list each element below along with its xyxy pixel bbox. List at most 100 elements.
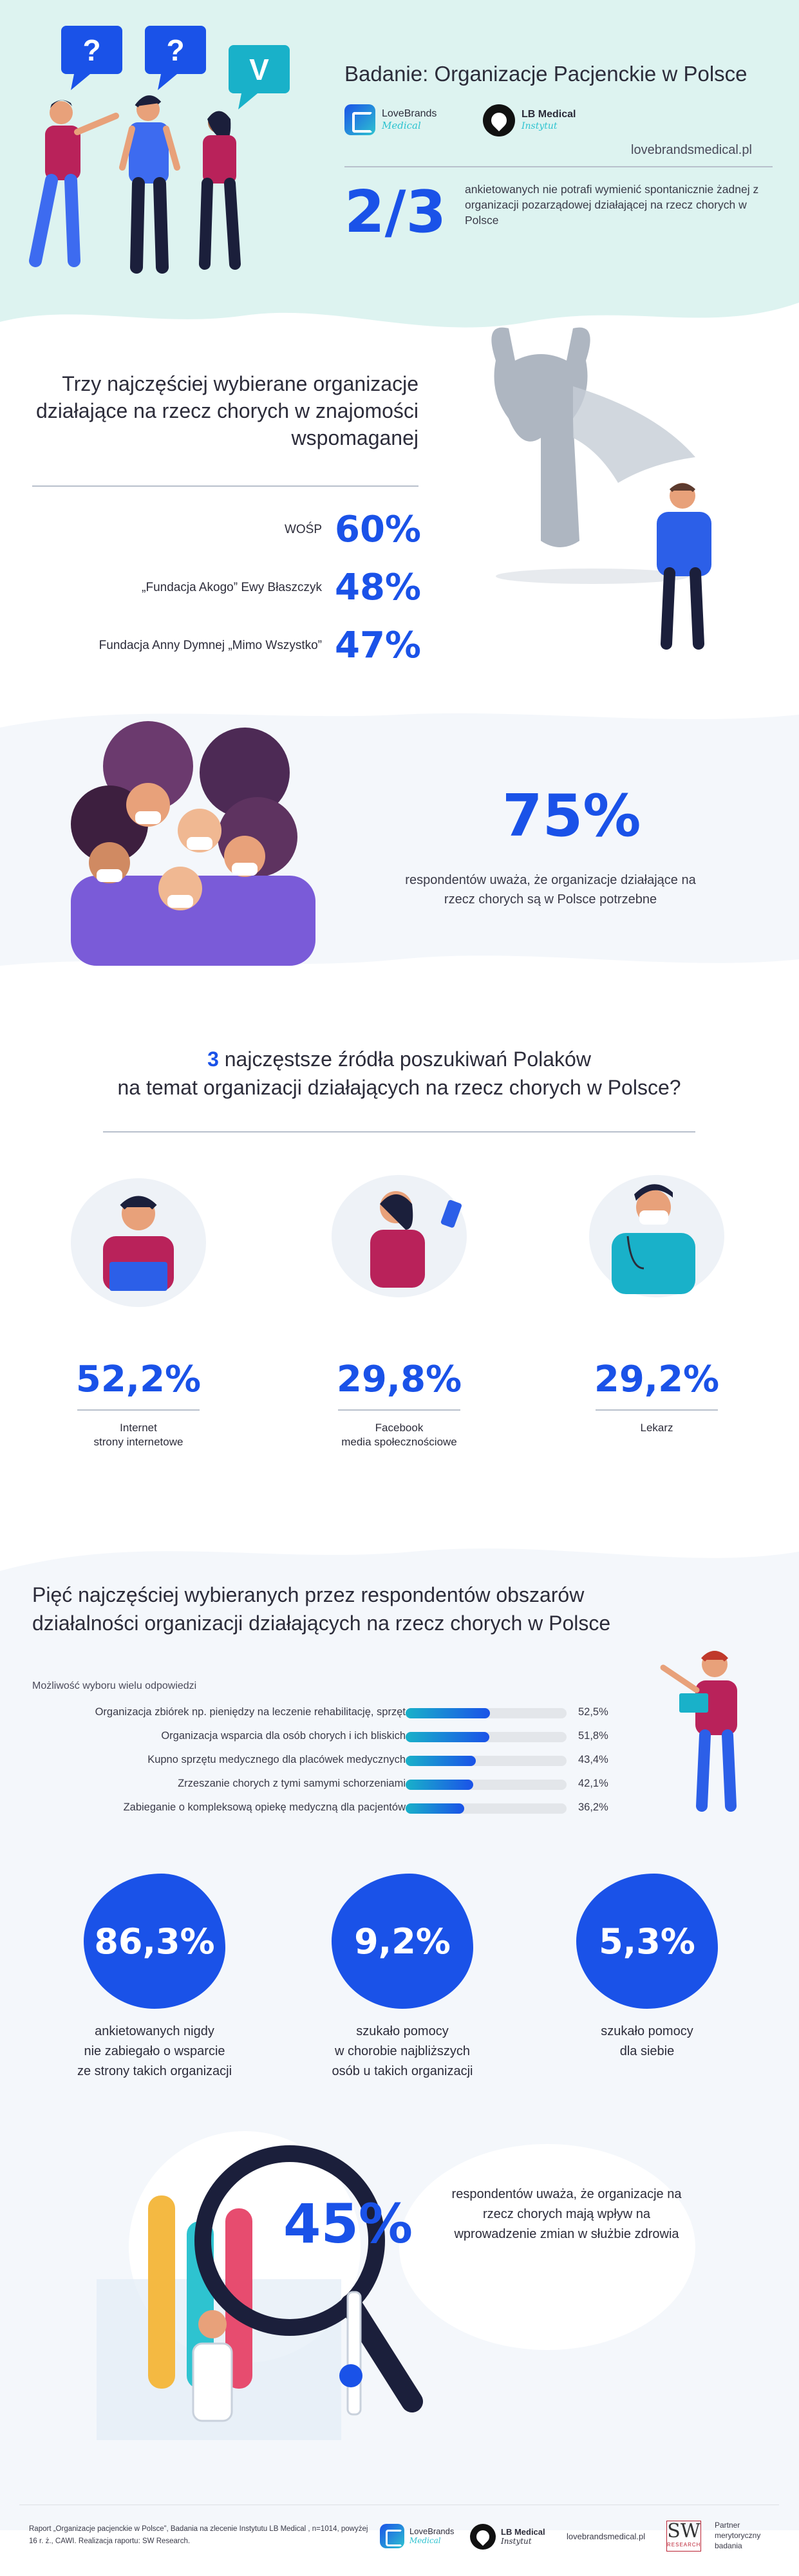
bar-track xyxy=(406,1732,567,1742)
lovebrands-logo-sub: Medical xyxy=(382,120,421,131)
org-pct: 48% xyxy=(335,567,422,608)
partner-line: badania xyxy=(715,2541,742,2550)
bar-value-label: 43,4% xyxy=(578,1754,608,1765)
lovebrands-logo: LoveBrands Medical xyxy=(344,104,437,135)
bar-value-label: 51,8% xyxy=(578,1730,608,1742)
bar-category-label: Zrzeszanie chorych z tymi samymi schorze… xyxy=(178,1778,406,1789)
masked-crowd-illustration xyxy=(71,721,315,966)
footer-lbmedical-logo: LB Medical Instytut xyxy=(470,2524,545,2550)
lovebrands-logo-icon xyxy=(344,104,375,135)
hero-divider xyxy=(344,166,773,167)
reform-description: respondentów uważa, że organizacje na rz… xyxy=(451,2187,682,2241)
bar-row: Zabieganie o kompleksową opiekę medyczną… xyxy=(19,1798,618,1818)
bar-track xyxy=(406,1708,567,1718)
source-pct: 29,2% xyxy=(594,1359,720,1400)
blob-desc-line: szukało pomocy xyxy=(356,2024,449,2038)
sources-divider xyxy=(103,1131,695,1133)
source-divider xyxy=(77,1409,200,1411)
bar-track xyxy=(406,1803,567,1814)
internet-user-illustration xyxy=(71,1178,206,1307)
blob-desc-line: szukało pomocy xyxy=(601,2024,693,2038)
source-divider xyxy=(596,1409,718,1411)
check-bubble xyxy=(229,45,290,109)
footer-report-note: Raport „Organizacje pacjenckie w Polsce”… xyxy=(29,2525,368,2545)
bar-row: Organizacja wsparcia dla osób chorych i … xyxy=(19,1727,618,1746)
blob-desc-line: osób u takich organizacji xyxy=(332,2064,473,2078)
reform-stat: 45% xyxy=(283,2192,413,2255)
footer-lovebrands-logo: LoveBrands Medical xyxy=(380,2524,454,2548)
lbmedical-logo-icon xyxy=(483,104,515,136)
person-middle-illustration xyxy=(119,95,180,274)
lbmedical-logo-name: LB Medical xyxy=(501,2527,545,2537)
source-label-sub: strony internetowe xyxy=(93,1436,183,1448)
question-mark-1: ? xyxy=(82,33,101,67)
sw-research-logo: SW RESEARCH xyxy=(666,2521,701,2552)
blob-description: szukało pomocy dla siebie xyxy=(550,2022,744,2062)
bar-category-label: Kupno sprzętu medycznego dla placówek me… xyxy=(147,1754,406,1765)
lbmedical-logo-sub: Instytut xyxy=(522,121,558,131)
blob-description: ankietowanych nigdy nie zabiegało o wspa… xyxy=(58,2022,251,2082)
source-label: Facebook xyxy=(375,1422,424,1434)
sources-title-line2: na temat organizacji działających na rze… xyxy=(117,1076,681,1099)
bar-row: Organizacja zbiórek np. pieniędzy na lec… xyxy=(19,1703,618,1722)
source-label: Internet xyxy=(120,1422,157,1434)
needed-description: respondentów uważa, że organizacje dział… xyxy=(405,873,696,907)
blob-desc-line: ankietowanych nigdy xyxy=(95,2024,214,2038)
lbmedical-logo: LB Medical Instytut xyxy=(483,104,576,136)
blob-stat: 9,2% xyxy=(354,1921,451,1962)
blob-description: szukało pomocy w chorobie najbliższych o… xyxy=(306,2022,499,2082)
areas-bar-chart: Organizacja zbiórek np. pieniędzy na lec… xyxy=(0,1703,644,1825)
hero-background xyxy=(0,0,799,328)
source-pct: 29,8% xyxy=(336,1359,462,1400)
doctor-illustration xyxy=(589,1175,724,1297)
lbmedical-logo-name: LB Medical xyxy=(522,109,576,120)
crowd-section-background xyxy=(0,713,799,966)
sources-title-number: 3 xyxy=(207,1048,219,1071)
website-url: lovebrandsmedical.pl xyxy=(631,143,752,157)
bar-value-label: 42,1% xyxy=(578,1778,608,1789)
org-name: Fundacja Anny Dymnej „Mimo Wszystko” xyxy=(99,638,322,652)
footer-website-url: lovebrandsmedical.pl xyxy=(567,2532,646,2541)
footer-partner-note: Partner merytoryczny badania xyxy=(715,2520,785,2551)
person-left-illustration xyxy=(29,100,119,267)
org-row: „Fundacja Akogo” Ewy Błaszczyk 48% xyxy=(19,567,422,608)
question-bubble-2 xyxy=(145,26,206,90)
blob-sought-for-self: 5,3% xyxy=(576,1874,718,2009)
bar xyxy=(406,1732,489,1742)
sources-title-text: najczęstsze źródła poszukiwań Polaków xyxy=(224,1048,591,1071)
lovebrands-logo-name: LoveBrands xyxy=(409,2526,455,2536)
lbmedical-logo-icon xyxy=(470,2524,496,2550)
lovebrands-logo-icon xyxy=(380,2524,404,2548)
bar xyxy=(406,1803,464,1814)
bar-category-label: Organizacja zbiórek np. pieniędzy na lec… xyxy=(95,1706,406,1718)
blob-stat: 86,3% xyxy=(94,1921,215,1962)
org-name: WOŚP xyxy=(284,522,322,536)
source-pct: 52,2% xyxy=(75,1359,202,1400)
blob-never-sought: 86,3% xyxy=(84,1874,225,2009)
bar-value-label: 52,5% xyxy=(578,1706,608,1718)
partner-line: Partner xyxy=(715,2521,740,2530)
areas-note: Możliwość wyboru wielu odpowiedzi xyxy=(32,1680,197,1691)
source-label-sub: media społecznościowe xyxy=(341,1436,457,1448)
question-bubble-1 xyxy=(61,26,122,90)
org-row: Fundacja Anny Dymnej „Mimo Wszystko” 47% xyxy=(19,625,422,666)
top-orgs-title: Trzy najczęściej wybierane organizacje d… xyxy=(35,372,418,449)
lovebrands-logo-sub: Medical xyxy=(409,2536,441,2545)
top-orgs-divider xyxy=(32,485,418,487)
org-pct: 47% xyxy=(335,625,422,666)
org-row: WOŚP 60% xyxy=(19,509,421,550)
source-doctor: 29,2% Lekarz xyxy=(560,1359,753,1435)
blob-stat: 5,3% xyxy=(599,1921,695,1962)
bar xyxy=(406,1708,491,1718)
sw-logo-letters: SW xyxy=(667,2520,700,2543)
blob-desc-line: w chorobie najbliższych xyxy=(334,2044,471,2058)
hero-stat-description: ankietowanych nie potrafi wymienić spont… xyxy=(465,183,759,227)
question-mark-2: ? xyxy=(166,33,185,67)
blob-sought-for-relatives: 9,2% xyxy=(332,1874,473,2009)
person-right-illustration xyxy=(199,111,241,270)
needed-stat: 75% xyxy=(502,782,641,850)
page-title: Badanie: Organizacje Pacjenckie w Polsce xyxy=(344,62,747,86)
source-internet: 52,2% Internet strony internetowe xyxy=(42,1359,235,1449)
bar-row: Kupno sprzętu medycznego dla placówek me… xyxy=(19,1751,618,1770)
blob-desc-line: dla siebie xyxy=(619,2044,675,2058)
